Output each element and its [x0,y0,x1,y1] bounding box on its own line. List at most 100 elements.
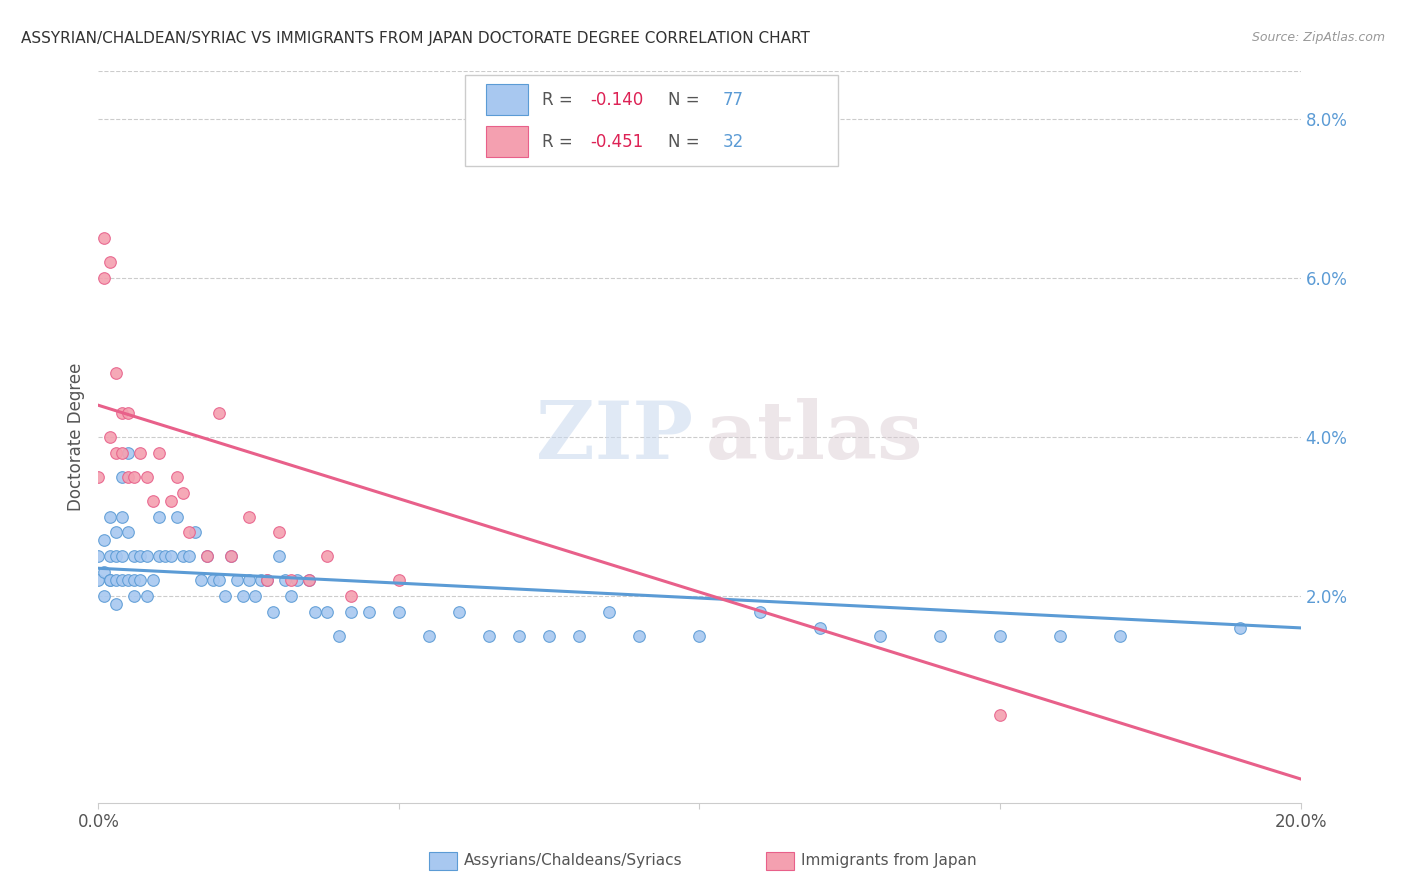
Point [869,629,891,643]
Point [111,549,134,564]
Point [124,470,146,484]
Point [111,470,134,484]
Point [214,589,236,603]
Point [105,549,128,564]
Point [298,573,321,587]
Point [117,470,139,484]
FancyBboxPatch shape [485,127,527,157]
Point [93,566,115,580]
Point [508,629,530,643]
Point [172,485,194,500]
Point [598,605,620,619]
Point [208,406,231,420]
Point [315,605,337,619]
Point [315,549,337,564]
Point [280,573,302,587]
Text: R =: R = [541,133,578,151]
Point [628,629,651,643]
Point [172,549,194,564]
Point [111,509,134,524]
Point [219,549,242,564]
Point [689,629,711,643]
Text: 32: 32 [723,133,744,151]
Point [177,549,200,564]
Point [117,446,139,460]
Point [304,605,326,619]
Point [148,549,170,564]
Point [298,573,321,587]
Point [478,629,501,643]
Point [117,573,139,587]
Point [243,589,266,603]
Text: N =: N = [668,91,704,109]
Point [748,605,770,619]
Point [280,589,302,603]
Y-axis label: Doctorate Degree: Doctorate Degree [66,363,84,511]
FancyBboxPatch shape [485,85,527,115]
Point [988,708,1011,723]
Point [232,589,254,603]
Point [124,589,146,603]
Point [153,549,176,564]
Point [141,573,163,587]
Point [195,549,218,564]
Point [183,525,205,540]
Point [100,509,122,524]
Point [105,573,128,587]
Point [111,573,134,587]
Text: 77: 77 [723,91,744,109]
FancyBboxPatch shape [465,75,838,167]
Point [100,430,122,444]
Text: ASSYRIAN/CHALDEAN/SYRIAC VS IMMIGRANTS FROM JAPAN DOCTORATE DEGREE CORRELATION C: ASSYRIAN/CHALDEAN/SYRIAC VS IMMIGRANTS F… [21,31,810,46]
Text: Immigrants from Japan: Immigrants from Japan [801,854,977,868]
Text: -0.140: -0.140 [591,91,644,109]
Point [129,446,152,460]
Point [1109,629,1132,643]
Point [117,406,139,420]
Point [166,470,188,484]
Point [285,573,308,587]
Point [1229,621,1251,635]
Point [148,446,170,460]
Text: atlas: atlas [706,398,922,476]
Point [340,605,363,619]
Point [93,271,115,285]
Point [159,493,181,508]
Point [100,255,122,269]
Point [388,605,411,619]
Point [117,525,139,540]
Point [87,573,110,587]
Point [249,573,271,587]
Point [238,509,260,524]
Point [357,605,380,619]
Point [177,525,200,540]
Point [267,549,290,564]
Point [100,573,122,587]
Text: Source: ZipAtlas.com: Source: ZipAtlas.com [1251,31,1385,45]
Point [201,573,224,587]
Point [124,573,146,587]
Point [93,231,115,245]
Point [93,589,115,603]
Point [988,629,1011,643]
Point [111,446,134,460]
Point [219,549,242,564]
Text: ZIP: ZIP [537,398,693,476]
Point [388,573,411,587]
Text: R =: R = [541,91,578,109]
Point [256,573,278,587]
Point [262,605,284,619]
Point [274,573,297,587]
Point [135,589,157,603]
Point [328,629,350,643]
Point [238,573,260,587]
Point [166,509,188,524]
Point [105,446,128,460]
Point [87,549,110,564]
Text: N =: N = [668,133,704,151]
Point [100,573,122,587]
Point [135,549,157,564]
Point [105,597,128,611]
Point [568,629,591,643]
Point [100,549,122,564]
